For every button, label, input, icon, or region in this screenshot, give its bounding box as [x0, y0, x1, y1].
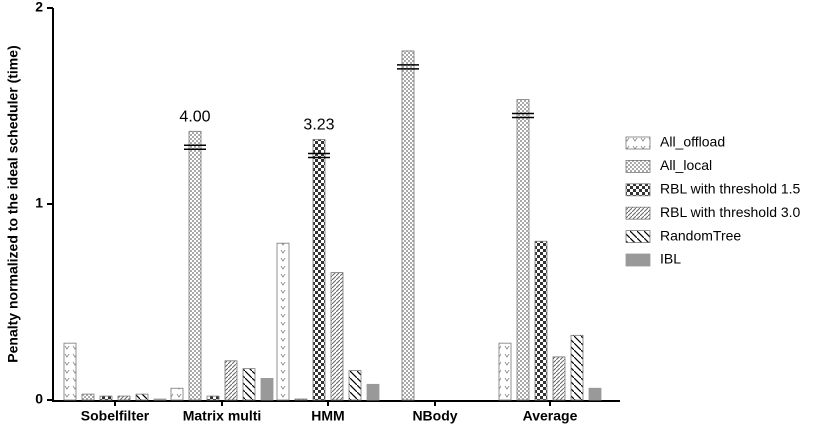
legend-swatch — [625, 183, 651, 197]
x-tick-label: Sobelfilter — [81, 408, 150, 424]
bar — [312, 139, 326, 401]
legend-label: All_offload — [660, 134, 725, 150]
legend-label: IBL — [660, 251, 681, 267]
bar — [206, 395, 220, 401]
bar — [516, 99, 530, 401]
bar — [135, 393, 149, 401]
legend-label: All_local — [660, 157, 712, 173]
bar — [224, 360, 238, 401]
legend-label: RBL with threshold 3.0 — [660, 204, 801, 220]
x-tick-label: NBody — [412, 408, 457, 424]
y-tick-label: 2 — [35, 0, 43, 15]
bar — [276, 242, 290, 401]
legend-swatch — [625, 253, 651, 267]
y-tick-label: 0 — [35, 391, 43, 407]
legend-label: RBL with threshold 1.5 — [660, 181, 801, 197]
bar — [534, 240, 548, 401]
legend-swatch — [625, 136, 651, 150]
legend-swatch — [625, 230, 651, 244]
x-tick-label: HMM — [311, 408, 344, 424]
x-tick-label: Average — [523, 408, 578, 424]
bar — [63, 342, 77, 401]
bar — [552, 356, 566, 401]
bar — [242, 368, 256, 401]
value-label: 3.23 — [303, 117, 334, 134]
bar — [366, 383, 380, 401]
bar — [170, 387, 184, 401]
y-tick-label: 1 — [35, 195, 43, 211]
bar — [401, 50, 415, 401]
bar — [348, 370, 362, 401]
bar — [330, 272, 344, 401]
bar — [294, 398, 308, 401]
bar — [588, 387, 602, 401]
bar — [570, 334, 584, 401]
bar — [117, 395, 131, 401]
bar — [188, 130, 202, 401]
legend-swatch — [625, 159, 651, 173]
legend-label: RandomTree — [660, 227, 741, 243]
bar — [498, 342, 512, 401]
bar — [99, 395, 113, 401]
bar — [260, 378, 274, 401]
legend-swatch — [625, 206, 651, 220]
bar — [153, 398, 167, 401]
y-axis-title: Penalty normalized to the ideal schedule… — [5, 45, 21, 362]
x-tick-label: Matrix multi — [183, 408, 262, 424]
bar — [81, 393, 95, 401]
value-label: 4.00 — [179, 109, 210, 126]
